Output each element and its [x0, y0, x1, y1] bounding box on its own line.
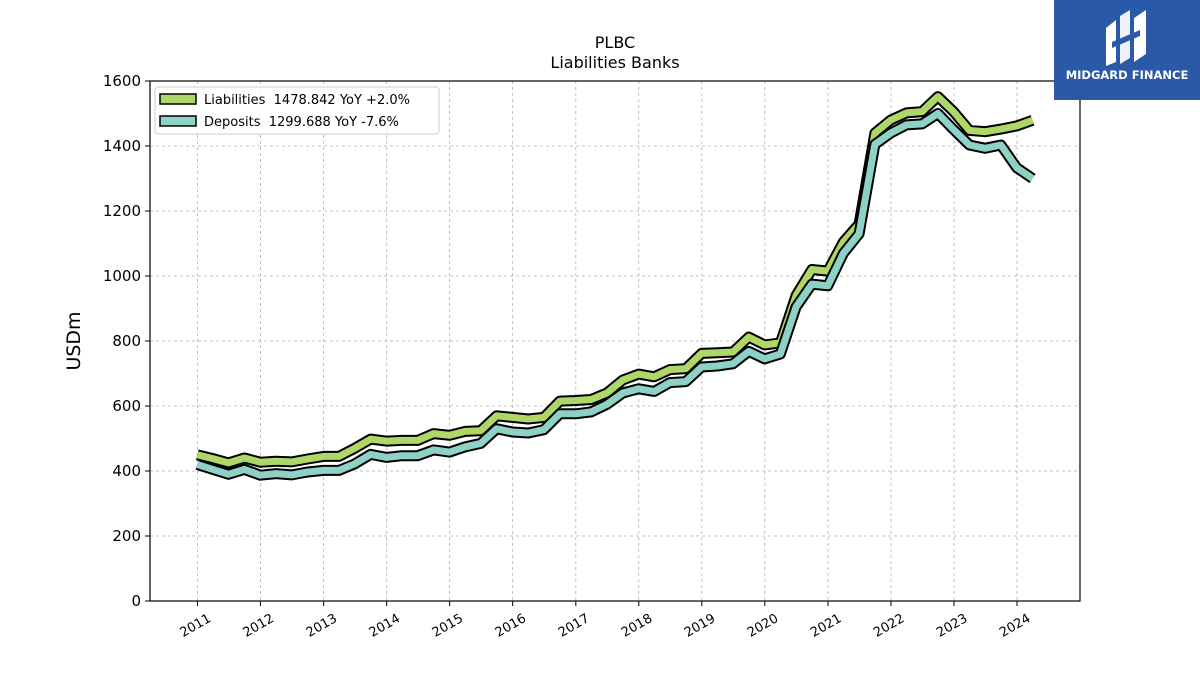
x-tick-label: 2015: [430, 611, 466, 641]
y-tick-label: 800: [112, 332, 141, 350]
x-tick-label: 2022: [871, 611, 907, 641]
brand-name: MIDGARD FINANCE: [1065, 68, 1189, 82]
y-tick-label: 1200: [103, 202, 141, 220]
brand-logo: MIDGARD FINANCE: [1054, 0, 1200, 100]
y-tick-label: 400: [112, 462, 141, 480]
x-tick-label: 2024: [997, 611, 1033, 641]
legend-swatch-liabilities: [159, 93, 197, 105]
chart-title: PLBC: [595, 33, 635, 52]
y-tick-label: 1000: [103, 267, 141, 285]
legend: Liabilities 1478.842 YoY +2.0% Deposits …: [154, 86, 440, 135]
y-tick-label: 0: [131, 592, 141, 610]
series-lines: [195, 91, 1036, 481]
y-tick-label: 600: [112, 397, 141, 415]
x-tick-label: 2023: [934, 611, 970, 641]
x-tick-label: 2019: [682, 611, 718, 641]
legend-label-liabilities: Liabilities 1478.842 YoY +2.0%: [204, 93, 410, 108]
x-tick-label: 2013: [304, 611, 340, 641]
midgard-logo-icon: [1106, 10, 1146, 66]
legend-swatch-deposits: [159, 115, 197, 127]
series-outline-liabilities: [195, 91, 1035, 469]
x-tick-label: 2016: [493, 611, 529, 641]
legend-label-deposits: Deposits 1299.688 YoY -7.6%: [204, 115, 399, 130]
x-tick-label: 2020: [745, 611, 781, 641]
x-tick-label: 2012: [241, 611, 277, 641]
legend-box: [154, 86, 440, 135]
x-tick-label: 2014: [367, 611, 403, 641]
series-line-liabilities: [196, 93, 1034, 467]
y-tick-label: 1400: [103, 137, 141, 155]
x-axis-ticks: 2011 2012 2013 2014 2015 2016 2017 2018 2019 2020…: [178, 601, 1033, 641]
x-tick-label: 2018: [619, 611, 655, 641]
x-tick-label: 2011: [178, 611, 214, 641]
grid-lines: [150, 81, 1080, 601]
y-tick-label: 200: [112, 527, 141, 545]
y-axis-label: USDm: [63, 311, 85, 370]
x-tick-label: 2017: [556, 611, 592, 641]
x-tick-label: 2021: [808, 611, 844, 641]
y-axis-ticks: 0 200 400 600 800 1000 1200 1400 1600: [103, 72, 150, 610]
y-tick-label: 1600: [103, 72, 141, 90]
series-line-deposits: [196, 110, 1035, 479]
series-outline-deposits: [195, 108, 1036, 481]
chart-subtitle: Liabilities Banks: [550, 53, 679, 72]
